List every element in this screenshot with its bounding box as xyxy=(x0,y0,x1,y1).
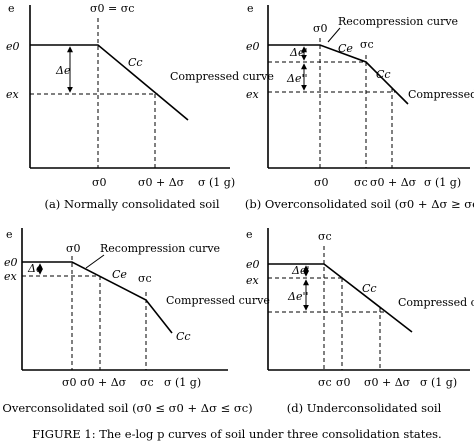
panel-c-recompression-pointer xyxy=(85,254,105,269)
panel-b-xtick-sigma0: σ0 xyxy=(314,176,329,189)
panel-a: e σ0 = σc e0 ex Δe Cc Compressed curve σ… xyxy=(6,2,274,211)
panel-b-delta1-label: Δe' xyxy=(289,46,307,59)
panel-c-e0-label: e0 xyxy=(4,256,18,269)
panel-d: e σc e0 ex Δe' Δe'' Cc Compressed curve … xyxy=(246,228,474,415)
panel-b-xtick-sigma: σ (1 g) xyxy=(424,176,461,189)
panel-a-compression-curve xyxy=(30,44,189,121)
panel-a-axis-e: e xyxy=(8,2,15,15)
panel-d-xtick-sigmac: σc xyxy=(318,376,332,389)
panel-b-curve-label: Compressed curve xyxy=(408,88,474,101)
panel-c-ex-label: ex xyxy=(4,270,18,283)
panel-d-xtick-sigma: σ (1 g) xyxy=(420,376,457,389)
panel-c-xtick-sigma0: σ0 xyxy=(62,376,77,389)
panel-d-caption: (d) Underconsolidated soil xyxy=(287,401,442,415)
panel-b-recompression-label: Recompression curve xyxy=(338,15,458,28)
panel-b-delta2-label: Δe'' xyxy=(286,72,308,85)
panel-c-caption: (c) Overconsolidated soil (σ0 ≤ σ0 + Δσ … xyxy=(0,401,253,415)
panel-c-xtick-sigmac: σc xyxy=(140,376,154,389)
panel-a-curve-label: Compressed curve xyxy=(170,70,274,83)
panel-c-xtick-sigma-delta: σ0 + Δσ xyxy=(80,376,127,389)
panel-a-e0-label: e0 xyxy=(6,40,20,53)
panel-b-xtick-sigma-delta: σ0 + Δσ xyxy=(370,176,417,189)
panel-c-cc-label: Cc xyxy=(176,330,191,343)
panel-b-caption: (b) Overconsolidated soil (σ0 + Δσ ≥ σc) xyxy=(245,197,474,211)
panel-b-ce-label: Ce xyxy=(338,42,353,55)
panel-b-axis-e: e xyxy=(247,2,254,15)
panel-d-curve-label: Compressed curve xyxy=(398,296,474,309)
panel-d-axis-e: e xyxy=(246,228,253,241)
panel-a-ex-label: ex xyxy=(6,88,20,101)
panel-c-compression-curve xyxy=(22,261,173,334)
panel-c-delta-label: Δe xyxy=(27,262,43,275)
panel-b-e0-label: e0 xyxy=(246,40,260,53)
panel-b: e σ0 σc e0 ex Δe' Δe'' Recompression cur… xyxy=(245,2,474,211)
panel-a-delta-label: Δe xyxy=(55,64,71,77)
panel-c-sigma0-label: σ0 xyxy=(66,242,81,255)
panel-b-cc-label: Cc xyxy=(376,68,391,81)
panel-a-cc-label: Cc xyxy=(128,56,143,69)
panel-c-sigmac-label: σc xyxy=(138,272,152,285)
panel-d-cc-label: Cc xyxy=(362,282,377,295)
panel-d-delta1-label: Δe' xyxy=(291,264,309,277)
panel-d-delta2-label: Δe'' xyxy=(287,290,309,303)
panel-b-ex-label: ex xyxy=(246,88,260,101)
panel-d-xtick-sigma0: σ0 xyxy=(336,376,351,389)
panel-c-xtick-sigma: σ (1 g) xyxy=(164,376,201,389)
panel-c-recompression-label: Recompression curve xyxy=(100,242,220,255)
panel-b-recompression-pointer xyxy=(327,27,341,43)
panel-d-sigmac-label: σc xyxy=(318,230,332,243)
panel-b-sigmac-label: σc xyxy=(360,38,374,51)
panel-a-caption: (a) Normally consolidated soil xyxy=(44,197,219,211)
panel-d-ex-label: ex xyxy=(246,274,260,287)
panel-c-ce-label: Ce xyxy=(112,268,127,281)
panel-a-sigma0-label: σ0 = σc xyxy=(90,2,134,15)
panel-a-xtick-sigma0: σ0 xyxy=(92,176,107,189)
panel-a-xtick-sigma-delta: σ0 + Δσ xyxy=(138,176,185,189)
figure-footer-caption: FIGURE 1: The e-log p curves of soil und… xyxy=(32,427,441,441)
panel-b-compression-curve xyxy=(268,44,409,105)
panel-c: e σ0 σc e0 ex Δe Recompression curve Ce … xyxy=(0,228,270,415)
panel-c-axis-e: e xyxy=(6,228,13,241)
panel-d-xtick-sigma-delta: σ0 + Δσ xyxy=(364,376,411,389)
panel-b-sigma0-label: σ0 xyxy=(313,22,328,35)
panel-c-curve-label: Compressed curve xyxy=(166,294,270,307)
panel-a-xtick-sigma: σ (1 g) xyxy=(198,176,235,189)
panel-d-e0-label: e0 xyxy=(246,258,260,271)
panel-b-xtick-sigmac: σc xyxy=(354,176,368,189)
